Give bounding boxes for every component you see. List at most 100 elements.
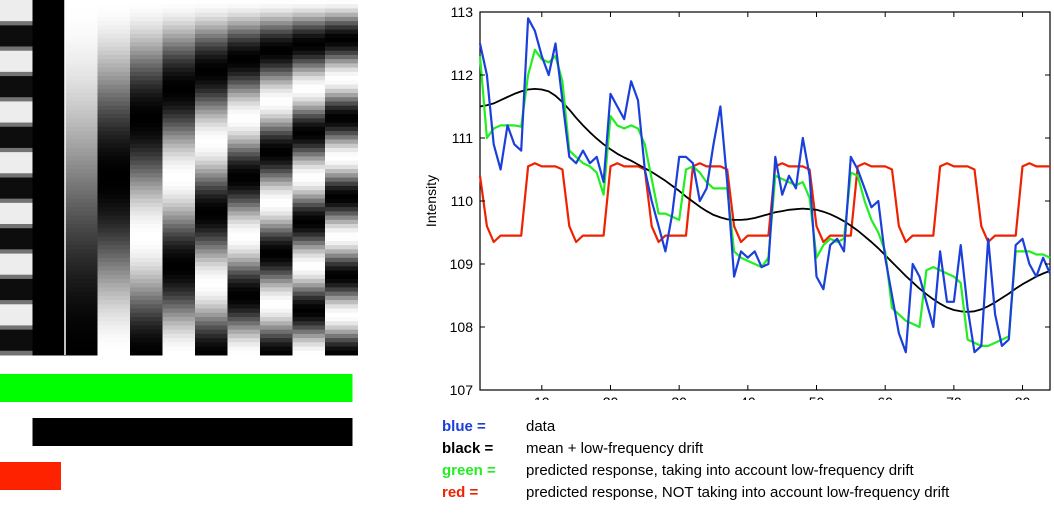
design-cell [97, 147, 131, 153]
design-cell [97, 54, 131, 60]
design-cell [260, 21, 293, 26]
design-cell [0, 135, 33, 140]
legend-key-black: black = [442, 440, 494, 457]
design-cell [65, 257, 98, 263]
design-cell [292, 232, 326, 238]
design-cell [325, 270, 358, 276]
design-cell [195, 76, 228, 81]
design-cell [260, 223, 293, 229]
design-cell [325, 245, 358, 250]
design-cell [260, 63, 293, 69]
design-cell [65, 232, 98, 238]
design-cell [162, 143, 196, 149]
design-cell [227, 8, 261, 14]
design-cell [162, 236, 196, 242]
design-cell [97, 185, 131, 191]
design-cell [97, 194, 131, 200]
design-column-6 [162, 0, 196, 356]
design-cell [195, 12, 228, 18]
design-cell [130, 25, 163, 31]
design-cell [260, 173, 293, 178]
design-cell [32, 16, 66, 22]
design-cell [32, 181, 66, 187]
design-cell [260, 245, 293, 250]
design-cell [32, 325, 66, 331]
design-cell [162, 245, 196, 250]
design-cell [32, 29, 66, 35]
design-cell [97, 232, 131, 238]
design-cell [130, 253, 163, 259]
design-cell [227, 84, 261, 90]
design-cell [227, 126, 261, 132]
design-cell [195, 342, 228, 348]
design-cell [292, 228, 326, 233]
design-cell [325, 223, 358, 229]
design-column-4 [97, 0, 131, 356]
design-cell [227, 0, 261, 5]
design-cell [32, 194, 66, 200]
design-cell [195, 173, 228, 178]
design-cell [227, 185, 261, 191]
design-cell [260, 71, 293, 77]
design-cell [195, 300, 228, 305]
y-tick-label: 109 [450, 256, 474, 272]
design-cell [0, 342, 33, 348]
design-cell [130, 295, 163, 301]
design-cell [97, 173, 131, 178]
design-cell [227, 236, 261, 242]
series-line-green [478, 48, 1051, 347]
design-cell [0, 274, 33, 280]
design-cell [97, 177, 131, 183]
design-cell [65, 92, 98, 98]
design-cell [325, 342, 358, 348]
design-cell [325, 92, 358, 98]
design-cell [227, 316, 261, 322]
design-cell [292, 308, 326, 314]
design-cell [0, 67, 33, 73]
y-tick-label: 112 [451, 67, 474, 83]
design-cell [325, 101, 358, 107]
design-cell [162, 122, 196, 128]
design-cell [130, 333, 163, 339]
series-line-blue [478, 17, 1052, 354]
design-cell [227, 304, 261, 310]
design-cell [162, 4, 196, 9]
design-cell [32, 228, 66, 233]
design-cell [65, 143, 98, 149]
design-cell [227, 63, 261, 69]
design-cell [227, 21, 261, 26]
design-cell [32, 274, 66, 280]
design-cell [97, 88, 131, 94]
design-cell [0, 236, 33, 242]
design-cell [292, 312, 326, 318]
design-cell [195, 236, 228, 242]
design-cell [260, 257, 293, 263]
legend-row-green: green = predicted response, taking into … [442, 460, 1054, 482]
design-cell [0, 126, 33, 132]
design-cell [0, 211, 33, 217]
design-cell [325, 131, 358, 136]
design-cell [97, 164, 131, 170]
design-cell [32, 50, 66, 56]
design-cell [325, 139, 358, 145]
design-cell [65, 329, 98, 335]
design-cell [260, 300, 293, 305]
design-cell [325, 42, 358, 47]
design-cell [97, 0, 131, 5]
design-cell [195, 232, 228, 238]
design-cell [162, 253, 196, 259]
design-cell [260, 122, 293, 128]
design-cell [65, 295, 98, 301]
design-cell [0, 350, 33, 356]
design-cell [65, 346, 98, 352]
design-cell [130, 12, 163, 18]
design-cell [0, 198, 33, 204]
y-tick-label: 108 [450, 319, 474, 335]
design-cell [292, 266, 326, 271]
intensity-chart: 10 20 30 40 50 60 70 80 107 108 109 110 111 112 113 Int… [423, 4, 1052, 400]
design-cell [195, 21, 228, 26]
design-cell [0, 101, 33, 107]
design-cell [260, 101, 293, 107]
design-cell [325, 80, 358, 86]
design-cell [260, 219, 293, 225]
